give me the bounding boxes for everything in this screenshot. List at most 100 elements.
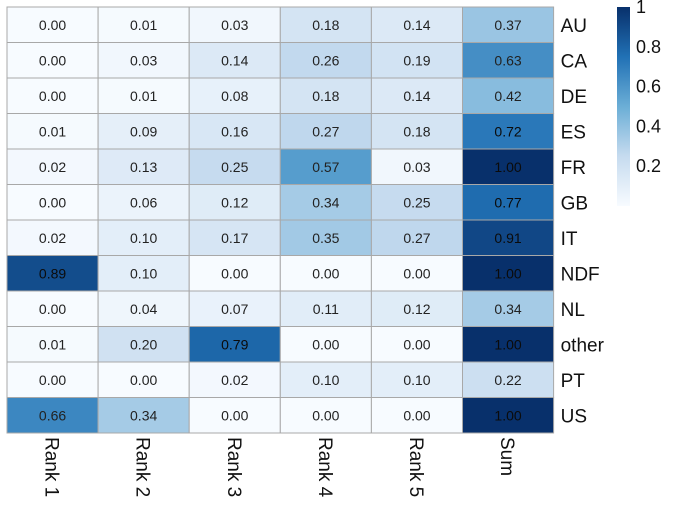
row-label: PT [561, 371, 586, 392]
column-labels: Rank 1 Rank 2 Rank 3 Rank 4 Rank 5 Sum [41, 437, 517, 498]
cell-value-label: 0.03 [221, 17, 248, 33]
cell-value-label: 0.00 [39, 372, 66, 388]
column-label: Rank 5 [405, 437, 426, 497]
cell-value-label: 1.00 [494, 265, 521, 281]
heatmap-cell [97, 77, 190, 114]
cell-value-label: 0.27 [403, 230, 430, 246]
cell-value-label: 0.66 [39, 407, 66, 423]
cell-value-label: 0.18 [312, 17, 339, 33]
cell-value-label: 0.00 [403, 407, 430, 423]
cell-value-label: 0.00 [312, 407, 339, 423]
cell-value-label: 0.72 [494, 123, 521, 139]
row-label: ES [561, 122, 586, 143]
cell-value-label: 0.00 [39, 52, 66, 68]
heatmap-cell [462, 361, 555, 398]
heatmap-cell [370, 113, 463, 150]
heatmap-cell [462, 255, 555, 292]
column-label: Sum [496, 437, 517, 476]
cell-value-label: 0.12 [403, 301, 430, 317]
cell-value-label: 0.01 [39, 123, 66, 139]
heatmap-cell [188, 219, 281, 256]
cell-value-label: 0.02 [221, 372, 248, 388]
heatmap-cell [279, 361, 372, 398]
heatmap-cell [6, 255, 99, 292]
colorbar-tick-label: 1 [636, 0, 646, 17]
cell-value-label: 0.09 [130, 123, 157, 139]
heatmap-cell [188, 148, 281, 185]
cell-value-label: 0.25 [221, 159, 248, 175]
cell-value-label: 0.22 [494, 372, 521, 388]
cell-value-label: 0.00 [39, 17, 66, 33]
cell-value-label: 0.14 [403, 17, 430, 33]
cell-value-label: 0.27 [312, 123, 339, 139]
heatmap-cell [97, 326, 190, 363]
cell-value-label: 0.00 [39, 88, 66, 104]
heatmap-cell [97, 113, 190, 150]
heatmap-cell [462, 219, 555, 256]
row-label: NDF [561, 264, 600, 285]
heatmap-cell [97, 42, 190, 79]
cell-value-label: 0.11 [313, 301, 339, 317]
heatmap-cell [462, 184, 555, 221]
cell-value-label: 0.89 [39, 265, 66, 281]
heatmap-cell [6, 290, 99, 327]
row-label: other [561, 335, 605, 356]
column-label: Rank 3 [223, 437, 244, 497]
heatmap-cell [279, 77, 372, 114]
cell-value-label: 0.00 [312, 336, 339, 352]
cell-value-label: 0.10 [403, 372, 430, 388]
colorbar-tick-label: 0.6 [636, 77, 661, 97]
heatmap-cell [370, 255, 463, 292]
row-label: US [561, 406, 587, 427]
cell-value-label: 0.10 [312, 372, 339, 388]
cell-value-label: 0.03 [403, 159, 430, 175]
cell-value-label: 0.01 [130, 88, 157, 104]
heatmap-cell [279, 397, 372, 434]
heatmap-cell [188, 255, 281, 292]
cell-value-label: 0.14 [221, 52, 248, 68]
cell-value-label: 0.00 [403, 265, 430, 281]
colorbar-tick-label: 0.2 [636, 156, 661, 176]
cell-value-label: 0.13 [130, 159, 157, 175]
heatmap-cell [370, 290, 463, 327]
cell-value-label: 0.00 [221, 265, 248, 281]
heatmap-cell [188, 6, 281, 43]
cell-value-label: 0.10 [130, 265, 157, 281]
heatmap-cell [6, 6, 99, 43]
heatmap-cell [462, 397, 555, 434]
heatmap-cells: 0.00 0.01 0.03 0.18 0.14 0.37 0.00 0.03 0.14 0.26… [6, 6, 555, 434]
cell-value-label: 0.34 [494, 301, 521, 317]
cell-value-label: 0.34 [312, 194, 339, 210]
cell-value-label: 0.63 [494, 52, 521, 68]
colorbar-tick-label: 0.4 [636, 116, 661, 136]
colorbar-tick-label: 0.8 [636, 37, 661, 57]
cell-value-label: 0.79 [221, 336, 248, 352]
cell-value-label: 0.19 [403, 52, 430, 68]
row-labels: AU CA DE ES FR GB IT NDF NL other PT US [561, 16, 605, 428]
heatmap-cell [462, 42, 555, 79]
cell-value-label: 0.77 [494, 194, 521, 210]
cell-value-label: 0.01 [39, 336, 66, 352]
cell-value-label: 0.16 [221, 123, 248, 139]
cell-value-label: 0.00 [39, 194, 66, 210]
cell-value-label: 0.00 [312, 265, 339, 281]
heatmap-cell [6, 113, 99, 150]
heatmap-cell [279, 113, 372, 150]
cell-value-label: 0.03 [130, 52, 157, 68]
heatmap-cell [462, 77, 555, 114]
heatmap-cell [6, 219, 99, 256]
cell-value-label: 1.00 [494, 159, 521, 175]
cell-value-label: 0.07 [221, 301, 248, 317]
cell-value-label: 0.02 [39, 159, 66, 175]
row-label: GB [561, 193, 588, 214]
heatmap-cell [97, 397, 190, 434]
cell-value-label: 0.37 [494, 17, 521, 33]
cell-value-label: 0.18 [312, 88, 339, 104]
cell-value-label: 1.00 [494, 336, 521, 352]
heatmap-cell [6, 397, 99, 434]
heatmap-cell [462, 6, 555, 43]
cell-value-label: 0.91 [494, 230, 521, 246]
colorbar: 0.2 0.4 0.6 0.8 1 [617, 0, 661, 206]
row-label: DE [561, 87, 587, 108]
